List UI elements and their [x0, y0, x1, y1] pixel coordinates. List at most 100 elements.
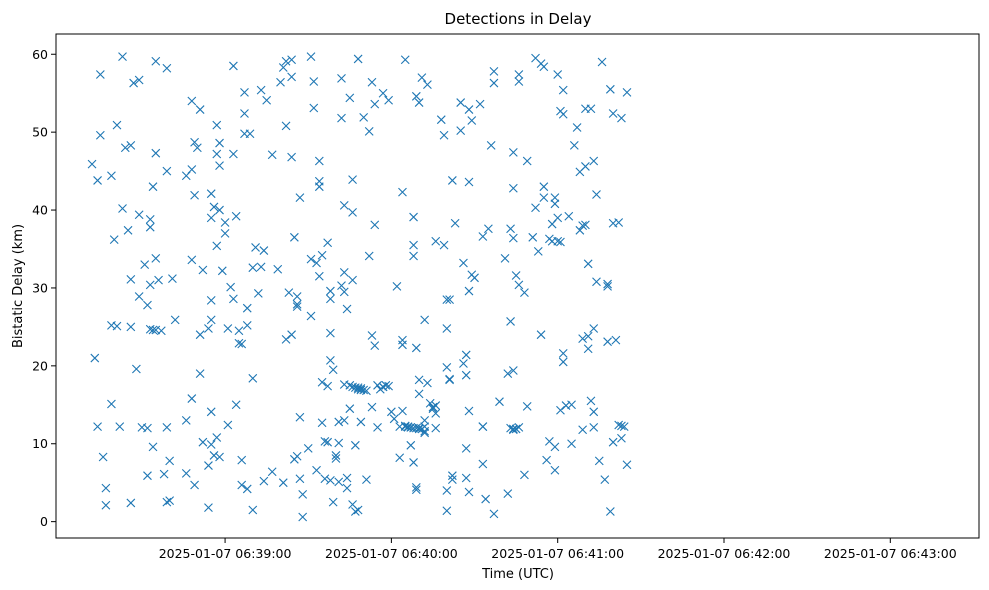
data-point-x-marker — [259, 246, 269, 255]
data-point-x-marker — [608, 437, 618, 447]
data-point-x-marker — [470, 273, 479, 283]
data-point-x-marker — [550, 442, 560, 452]
data-point-x-marker — [107, 171, 116, 181]
data-point-x-marker — [206, 315, 216, 325]
data-point-x-marker — [242, 484, 252, 494]
data-point-x-marker — [478, 459, 488, 469]
data-point-x-marker — [342, 304, 352, 314]
data-point-x-marker — [206, 440, 216, 449]
data-point-x-marker — [508, 366, 518, 375]
data-point-x-marker — [204, 503, 213, 513]
data-point-x-marker — [131, 364, 141, 374]
data-point-x-marker — [220, 229, 230, 238]
data-point-x-marker — [370, 99, 380, 109]
data-point-x-marker — [420, 315, 430, 325]
data-point-x-marker — [617, 421, 626, 431]
data-point-x-marker — [339, 267, 349, 277]
data-point-x-marker — [420, 415, 430, 425]
data-point-x-marker — [603, 282, 612, 291]
data-point-x-marker — [295, 193, 305, 202]
data-point-x-marker — [603, 337, 612, 347]
y-tick-label: 10 — [32, 436, 48, 451]
data-point-x-marker — [417, 73, 427, 83]
data-point-x-marker — [489, 509, 499, 519]
data-point-x-marker — [567, 439, 576, 449]
data-point-x-marker — [583, 344, 593, 354]
data-point-x-marker — [148, 442, 158, 452]
data-point-x-marker — [353, 54, 363, 64]
data-point-x-marker — [229, 149, 238, 159]
data-point-x-marker — [115, 422, 125, 431]
data-point-x-marker — [481, 494, 491, 504]
data-point-x-marker — [589, 156, 599, 166]
data-point-x-marker — [326, 286, 335, 296]
data-point-x-marker — [295, 474, 305, 484]
data-point-x-marker — [522, 401, 532, 411]
data-point-x-marker — [298, 512, 308, 522]
data-point-x-marker — [284, 288, 294, 298]
data-point-x-marker — [148, 182, 158, 192]
data-point-x-marker — [572, 123, 582, 132]
data-point-x-marker — [409, 240, 418, 250]
data-point-x-marker — [445, 375, 454, 385]
data-point-x-marker — [292, 292, 302, 301]
data-point-x-marker — [195, 105, 205, 114]
data-point-x-marker — [123, 225, 133, 235]
data-point-x-marker — [306, 52, 316, 61]
data-point-x-marker — [406, 440, 416, 450]
y-tick-label: 40 — [32, 203, 48, 218]
data-point-x-marker — [464, 487, 474, 497]
data-point-x-marker — [287, 152, 296, 162]
data-point-x-marker — [134, 292, 144, 301]
data-point-x-marker — [326, 294, 335, 304]
data-point-x-marker — [170, 315, 180, 325]
data-point-x-marker — [409, 458, 418, 467]
data-point-x-marker — [583, 259, 593, 269]
data-point-x-marker — [320, 437, 330, 446]
data-point-x-marker — [323, 381, 333, 391]
data-point-x-marker — [151, 253, 161, 263]
data-point-x-marker — [326, 328, 335, 338]
x-tick-label: 2025-01-07 06:42:00 — [658, 546, 791, 561]
data-point-x-marker — [278, 478, 288, 488]
data-point-x-marker — [514, 280, 524, 290]
data-point-x-marker — [384, 95, 394, 105]
data-point-x-marker — [262, 95, 272, 105]
data-point-x-marker — [295, 412, 305, 422]
data-point-x-marker — [550, 193, 560, 202]
data-point-x-marker — [118, 204, 127, 213]
data-point-x-marker — [467, 116, 477, 125]
data-point-x-marker — [187, 255, 197, 265]
data-point-x-marker — [414, 98, 424, 107]
data-point-x-marker — [431, 401, 441, 410]
data-point-x-marker — [423, 80, 432, 90]
data-point-x-marker — [287, 72, 296, 82]
data-point-x-marker — [428, 402, 438, 412]
data-point-x-marker — [508, 425, 518, 435]
data-point-x-marker — [447, 475, 457, 484]
data-point-x-marker — [414, 423, 424, 433]
data-point-x-marker — [281, 334, 291, 344]
data-point-x-marker — [403, 422, 413, 431]
data-point-x-marker — [98, 452, 108, 462]
data-point-x-marker — [145, 215, 155, 224]
data-point-x-marker — [484, 224, 493, 234]
data-point-x-marker — [522, 156, 532, 166]
data-point-x-marker — [539, 62, 549, 72]
data-point-x-marker — [206, 213, 216, 223]
data-point-x-marker — [605, 84, 615, 94]
data-point-x-marker — [334, 477, 344, 487]
data-point-x-marker — [212, 433, 222, 442]
data-point-x-marker — [317, 377, 327, 387]
data-point-x-marker — [589, 407, 599, 417]
data-point-x-marker — [583, 331, 593, 341]
data-point-x-marker — [240, 88, 249, 97]
data-point-x-marker — [317, 250, 327, 260]
data-point-x-marker — [353, 505, 363, 515]
y-axis-label: Bistatic Delay (km) — [11, 224, 26, 348]
data-point-x-marker — [589, 324, 599, 333]
data-point-x-marker — [475, 99, 485, 109]
data-point-x-marker — [508, 148, 518, 157]
data-point-x-marker — [508, 233, 518, 243]
data-point-x-marker — [165, 496, 175, 505]
